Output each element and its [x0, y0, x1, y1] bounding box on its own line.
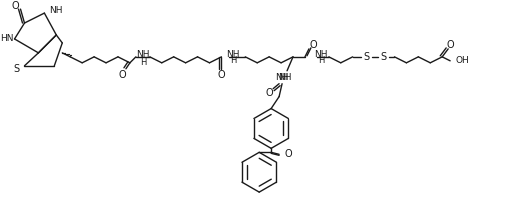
- Text: NH: NH: [278, 73, 292, 82]
- Text: O: O: [12, 1, 19, 11]
- Text: S: S: [14, 64, 19, 74]
- Text: O: O: [284, 149, 292, 159]
- Text: O: O: [118, 70, 126, 80]
- Text: H: H: [230, 56, 237, 65]
- Text: NH: NH: [50, 6, 63, 15]
- Text: NH: NH: [314, 50, 328, 59]
- Text: O: O: [309, 40, 317, 50]
- Text: H: H: [140, 58, 146, 67]
- Text: H: H: [318, 56, 324, 65]
- Text: S: S: [380, 52, 387, 62]
- Text: HN: HN: [0, 34, 13, 43]
- Text: O: O: [218, 70, 225, 80]
- Text: S: S: [364, 52, 369, 62]
- Text: NH: NH: [136, 50, 150, 59]
- Text: NH: NH: [275, 73, 289, 82]
- Text: OH: OH: [455, 56, 469, 65]
- Text: O: O: [446, 40, 454, 50]
- Text: O: O: [265, 88, 273, 98]
- Text: NH: NH: [227, 50, 240, 59]
